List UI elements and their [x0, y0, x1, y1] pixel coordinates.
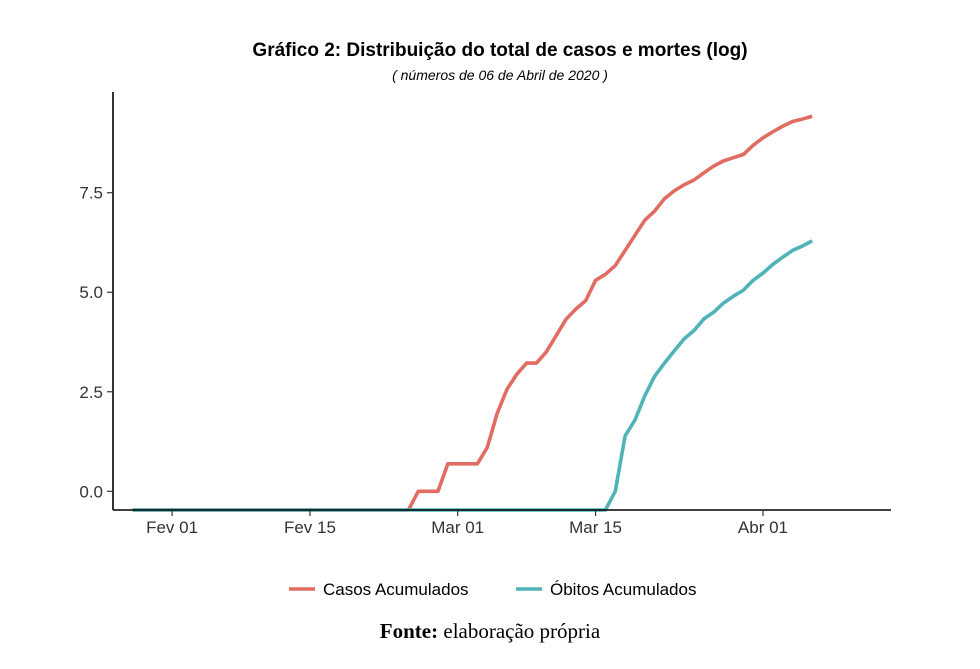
- legend-label-2: Óbitos Acumulados: [550, 580, 696, 599]
- y-tick-label: 7.5: [79, 184, 103, 203]
- y-tick-label: 0.0: [79, 482, 103, 501]
- chart-title: Gráfico 2: Distribuição do total de caso…: [252, 40, 747, 61]
- series-line-1: [132, 114, 813, 512]
- chart-subtitle: ( números de 06 de Abril de 2020 ): [392, 67, 608, 83]
- source-caption-bold: Fonte:: [379, 619, 439, 643]
- x-axis-ticks: Fev 01 Fev 15 Mar 01 Mar 15 Abr 01: [146, 510, 788, 537]
- x-tick-label: Fev 01: [146, 518, 198, 537]
- source-caption-text: elaboração própria: [438, 619, 601, 643]
- series-line-2: [132, 239, 814, 512]
- legend-label-1: Casos Acumulados: [323, 580, 469, 599]
- x-tick-label: Mar 15: [569, 518, 622, 537]
- x-tick-label: Abr 01: [738, 518, 788, 537]
- x-tick-label: Mar 01: [431, 518, 484, 537]
- x-tick-label: Fev 15: [284, 518, 336, 537]
- legend: Casos Acumulados Óbitos Acumulados: [289, 580, 696, 599]
- y-axis-ticks: 0.0 2.5 5.0 7.5: [79, 184, 113, 501]
- y-tick-label: 5.0: [79, 283, 103, 302]
- series-layer: [132, 114, 814, 512]
- source-caption: Fonte: elaboração própria: [0, 619, 980, 644]
- y-tick-label: 2.5: [79, 383, 103, 402]
